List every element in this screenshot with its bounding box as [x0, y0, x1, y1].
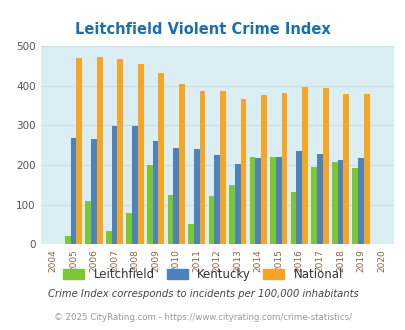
- Bar: [117, 59, 123, 244]
- Text: © 2025 CityRating.com - https://www.cityrating.com/crime-statistics/: © 2025 CityRating.com - https://www.city…: [54, 313, 351, 322]
- Bar: [255, 158, 260, 244]
- Bar: [152, 141, 158, 244]
- Bar: [275, 157, 281, 244]
- Bar: [126, 213, 132, 244]
- Text: Crime Index corresponds to incidents per 100,000 inhabitants: Crime Index corresponds to incidents per…: [47, 289, 358, 299]
- Bar: [214, 155, 220, 244]
- Bar: [296, 151, 301, 244]
- Bar: [132, 126, 138, 244]
- Bar: [337, 160, 343, 244]
- Bar: [311, 167, 316, 244]
- Bar: [260, 95, 266, 244]
- Bar: [249, 157, 255, 244]
- Bar: [76, 58, 82, 244]
- Bar: [322, 88, 328, 244]
- Bar: [331, 162, 337, 244]
- Bar: [65, 236, 70, 244]
- Bar: [316, 153, 322, 244]
- Bar: [343, 94, 348, 244]
- Bar: [301, 87, 307, 244]
- Bar: [138, 64, 143, 244]
- Bar: [85, 201, 91, 244]
- Bar: [240, 99, 246, 244]
- Bar: [147, 165, 152, 244]
- Legend: Leitchfield, Kentucky, National: Leitchfield, Kentucky, National: [58, 263, 347, 286]
- Bar: [199, 91, 205, 244]
- Bar: [106, 231, 111, 244]
- Bar: [97, 57, 102, 244]
- Bar: [228, 185, 234, 244]
- Bar: [352, 168, 357, 244]
- Text: Leitchfield Violent Crime Index: Leitchfield Violent Crime Index: [75, 22, 330, 37]
- Bar: [208, 196, 214, 244]
- Bar: [91, 139, 97, 244]
- Bar: [158, 73, 164, 244]
- Bar: [111, 126, 117, 244]
- Bar: [363, 94, 369, 244]
- Bar: [70, 139, 76, 244]
- Bar: [234, 164, 240, 244]
- Bar: [281, 92, 287, 244]
- Bar: [167, 195, 173, 244]
- Bar: [179, 84, 184, 244]
- Bar: [220, 91, 225, 244]
- Bar: [173, 148, 179, 244]
- Bar: [193, 149, 199, 244]
- Bar: [188, 224, 193, 244]
- Bar: [270, 157, 275, 244]
- Bar: [357, 158, 363, 244]
- Bar: [290, 191, 296, 244]
